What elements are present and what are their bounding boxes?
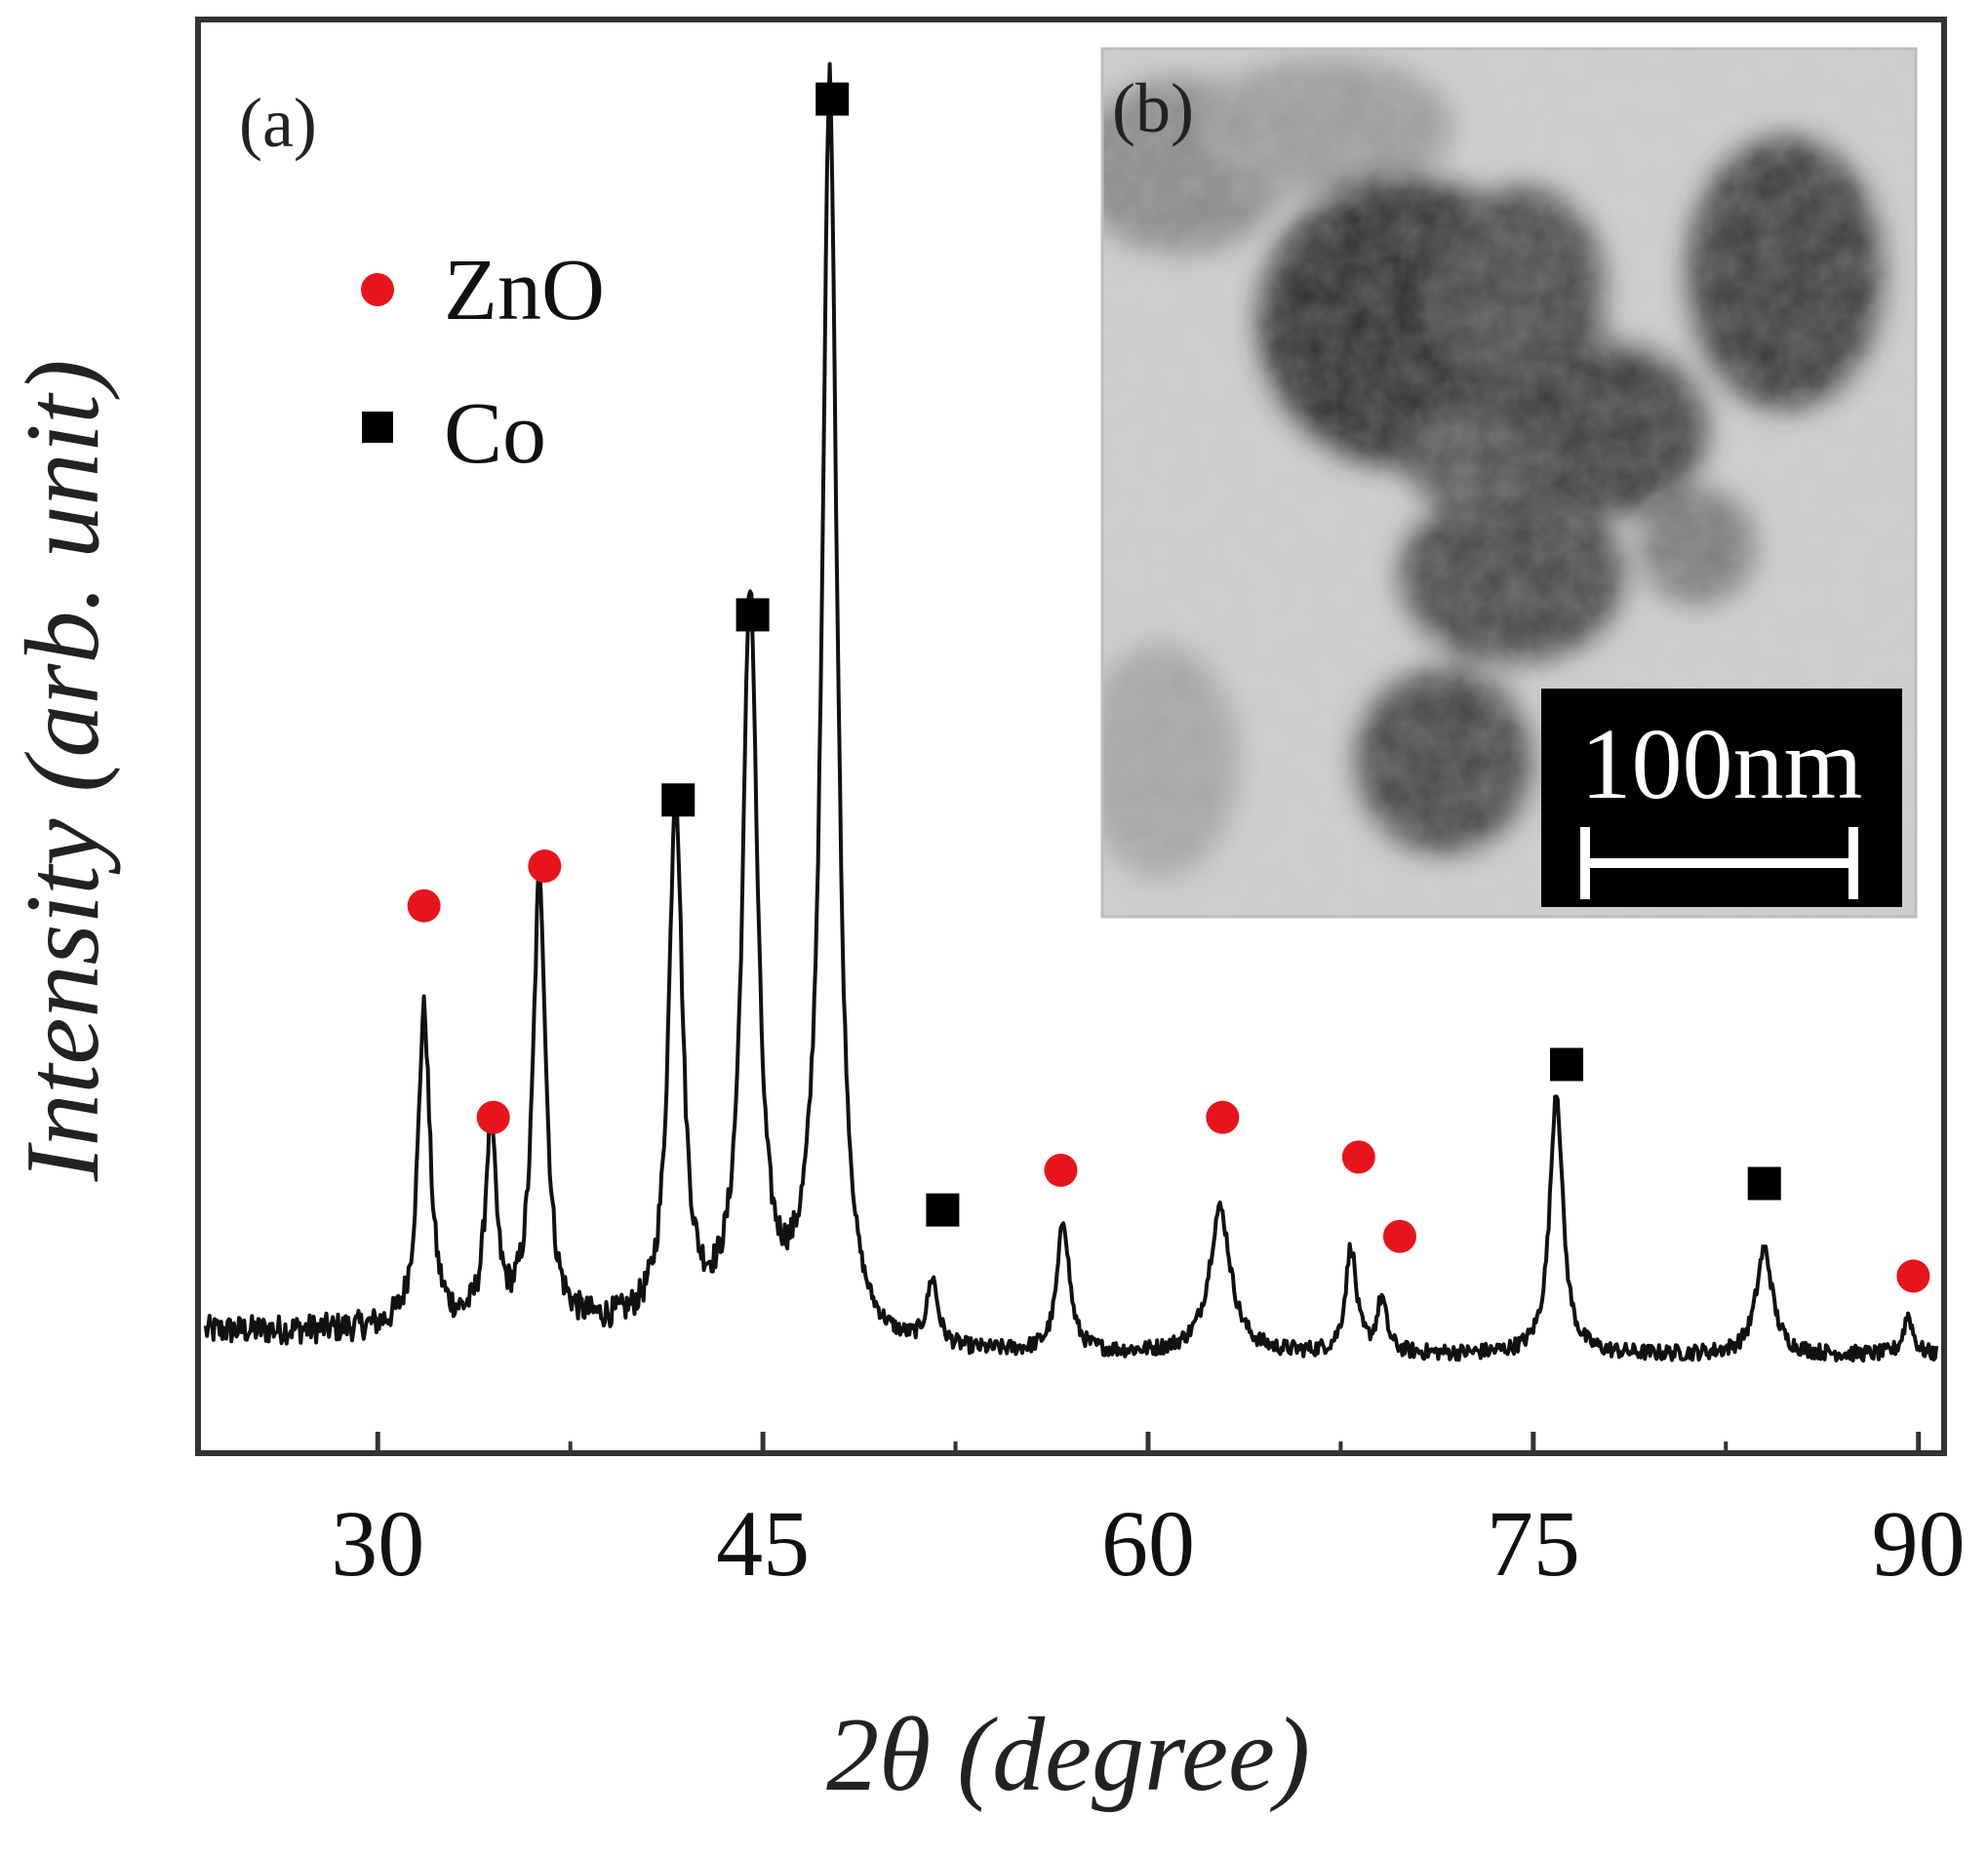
legend: ZnO Co	[361, 242, 605, 482]
legend-zno-marker	[361, 273, 394, 306]
x-axis-title: 2θ (degree)	[826, 1697, 1310, 1813]
legend-zno-label: ZnO	[444, 242, 605, 338]
legend-co-label: Co	[444, 385, 546, 482]
zno-peak-marker	[407, 889, 441, 923]
x-tick-label: 30	[331, 1491, 424, 1596]
xrd-curve	[203, 61, 1939, 1363]
x-tick-label: 75	[1487, 1491, 1580, 1596]
zno-peak-marker	[476, 1100, 510, 1134]
co-peak-marker	[1747, 1166, 1781, 1201]
zno-peak-marker	[1044, 1153, 1078, 1187]
x-tick-label: 60	[1101, 1491, 1195, 1596]
x-tick-label: 45	[716, 1491, 810, 1596]
co-peak-marker	[815, 82, 850, 116]
co-peak-marker	[661, 783, 696, 817]
panel-b-label: (b)	[1112, 69, 1194, 147]
tem-inset: (b) 100nm	[1100, 47, 1918, 919]
scale-bar-background	[1541, 689, 1902, 907]
co-peak-marker	[736, 598, 770, 632]
scale-bar-label: 100nm	[1581, 708, 1863, 820]
zno-peak-marker	[1341, 1140, 1375, 1174]
x-axis-ticks: 30 45 60 75 90	[331, 1432, 1966, 1596]
co-peak-marker	[1550, 1047, 1584, 1082]
plot-frame	[195, 17, 1947, 1456]
zno-peak-marker	[1382, 1219, 1416, 1253]
panel-a-label: (a)	[239, 84, 317, 162]
x-tick-label: 90	[1872, 1491, 1966, 1596]
legend-co-marker	[362, 412, 393, 443]
y-axis-title: Intensity (arb. unit)	[5, 360, 121, 1183]
co-peak-marker	[926, 1193, 960, 1227]
phase-markers	[407, 82, 1930, 1293]
zno-peak-marker	[1206, 1100, 1240, 1134]
tem-image-border	[1100, 47, 1918, 919]
zno-peak-marker	[1896, 1259, 1930, 1293]
zno-peak-marker	[528, 849, 562, 884]
scale-bar: 100nm	[1541, 689, 1902, 907]
